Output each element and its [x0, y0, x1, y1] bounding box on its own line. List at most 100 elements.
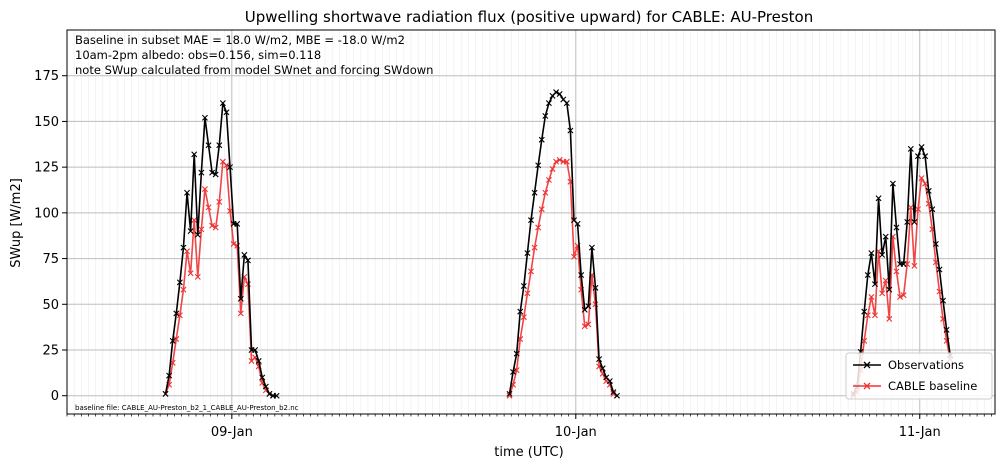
data-point-observations [535, 162, 542, 169]
data-point-observations [524, 250, 531, 257]
data-point-observations [578, 272, 585, 279]
data-point-observations [162, 390, 169, 397]
data-point-cable-baseline [180, 286, 187, 293]
data-point-observations [184, 189, 191, 196]
data-point-observations [907, 145, 914, 152]
data-point-observations [556, 91, 563, 97]
data-point-cable-baseline [871, 312, 878, 319]
data-point-cable-baseline [581, 323, 588, 330]
data-point-observations [614, 392, 620, 399]
data-point-cable-baseline [205, 204, 212, 211]
data-point-cable-baseline [216, 198, 223, 205]
data-point-observations [212, 171, 219, 178]
data-point-observations [169, 337, 176, 344]
x-tick-label: 09-Jan [211, 425, 253, 440]
data-point-cable-baseline [868, 293, 875, 300]
series-observations [162, 89, 954, 399]
data-point-observations [219, 100, 226, 107]
data-point-observations [244, 257, 251, 264]
data-point-cable-baseline [907, 204, 914, 211]
data-point-observations [234, 220, 241, 227]
data-point-cable-baseline [223, 162, 230, 169]
legend: Observations CABLE baseline [845, 352, 993, 400]
annotation-line-2: 10am-2pm albedo: obs=0.156, sim=0.118 [75, 48, 321, 62]
data-point-cable-baseline [528, 268, 534, 275]
data-point-cable-baseline [914, 206, 921, 213]
data-point-observations [940, 297, 947, 304]
data-point-cable-baseline [535, 224, 542, 231]
data-point-cable-baseline [549, 165, 556, 172]
data-point-cable-baseline [227, 208, 234, 215]
y-tick-label: 150 [34, 115, 59, 130]
data-point-observations [900, 261, 907, 268]
data-point-cable-baseline [209, 222, 216, 229]
data-point-observations [259, 374, 266, 381]
data-point-cable-baseline [176, 312, 183, 319]
annotation-line-3: note SWup calculated from model SWnet an… [75, 63, 433, 77]
data-point-observations [173, 310, 180, 317]
legend-label-cable-baseline: CABLE baseline [888, 379, 977, 393]
data-point-observations [223, 109, 230, 116]
legend-box [845, 352, 993, 400]
data-point-observations [194, 231, 201, 238]
y-tick-label: 25 [42, 344, 59, 359]
data-point-observations [599, 365, 606, 372]
data-point-observations [227, 164, 234, 171]
data-point-cable-baseline [531, 244, 538, 251]
data-point-observations [879, 251, 886, 258]
data-point-cable-baseline [212, 224, 219, 231]
data-point-observations [922, 153, 929, 160]
chart-title: Upwelling shortwave radiation flux (posi… [245, 8, 813, 26]
series-line-observations [852, 146, 952, 395]
data-point-observations [868, 250, 875, 257]
data-point-cable-baseline [506, 392, 513, 399]
data-point-observations [925, 187, 932, 194]
data-point-observations [241, 251, 248, 258]
data-point-observations [585, 303, 592, 310]
data-point-cable-baseline [886, 315, 893, 322]
data-point-cable-baseline [918, 175, 925, 182]
x-axis-title: time (UTC) [494, 445, 563, 460]
data-point-observations [936, 266, 943, 273]
data-point-observations [553, 89, 560, 96]
y-tick-label: 175 [34, 69, 59, 84]
legend-label-observations: Observations [888, 358, 964, 372]
series-layer [162, 89, 954, 399]
y-axis-title: SWup [W/m2] [9, 178, 24, 268]
data-point-observations [205, 142, 212, 149]
data-point-observations [209, 169, 216, 176]
data-point-observations [596, 356, 603, 363]
ticks: 09-Jan 10-Jan 11-Jan 0 25 50 75 100 125 150 175 [34, 69, 992, 440]
data-point-cable-baseline [201, 186, 208, 193]
data-point-observations [864, 272, 871, 279]
data-point-cable-baseline [237, 310, 244, 317]
data-point-observations [517, 308, 524, 315]
data-point-cable-baseline [592, 301, 599, 308]
data-point-observations [563, 100, 570, 107]
data-point-observations [889, 180, 896, 187]
data-point-observations [273, 392, 280, 399]
data-point-observations [216, 142, 223, 149]
x-tick-label: 11-Jan [899, 425, 941, 440]
data-point-observations [871, 281, 878, 288]
data-point-observations [588, 244, 595, 251]
data-point-cable-baseline [922, 180, 929, 187]
data-point-observations [882, 233, 889, 240]
grid [66, 30, 995, 414]
data-point-cable-baseline [191, 217, 198, 224]
data-point-cable-baseline [911, 262, 918, 269]
data-point-cable-baseline [545, 176, 552, 183]
data-point-observations [914, 153, 921, 160]
data-point-observations [252, 347, 259, 353]
data-point-cable-baseline [198, 226, 205, 233]
legend-marker-cable-baseline [863, 382, 871, 390]
baseline-file-footnote: baseline file: CABLE_AU-Preston_b2_1_CAB… [75, 404, 299, 412]
y-tick-label: 75 [42, 252, 59, 267]
data-point-observations [606, 378, 613, 385]
data-point-observations [513, 350, 520, 357]
data-point-observations [542, 112, 549, 119]
data-point-cable-baseline [900, 292, 907, 299]
data-point-cable-baseline [187, 270, 194, 277]
data-point-observations [198, 169, 205, 176]
